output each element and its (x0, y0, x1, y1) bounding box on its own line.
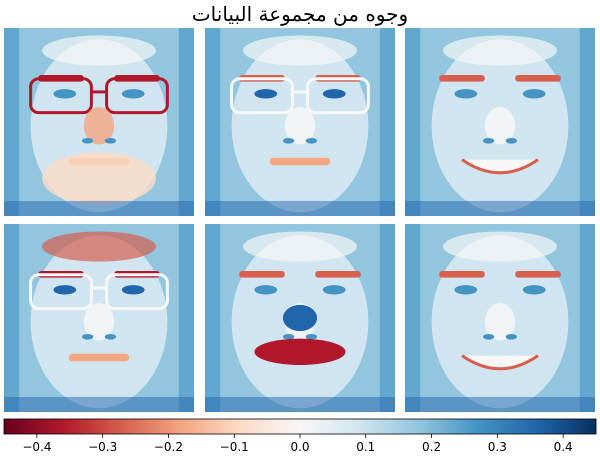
face-panel-6 (405, 224, 595, 412)
face-panel-5 (205, 224, 395, 412)
colorbar-gradient (3, 418, 597, 435)
colorbar-ticks: −0.4 −0.3 −0.2 −0.1 0.0 0.1 0.2 0.3 0.4 (22, 434, 573, 454)
colorbar-tick-label: 0.4 (554, 440, 573, 454)
colorbar-tick-label: 0.0 (290, 440, 309, 454)
colorbar-tick-label: 0.1 (356, 440, 375, 454)
colorbar-tick-label: 0.2 (422, 440, 441, 454)
colorbar-tick-label: −0.4 (22, 440, 51, 454)
colorbar-tick-label: −0.1 (220, 440, 249, 454)
colorbar-tick-label: −0.2 (154, 440, 183, 454)
face-panel-3 (405, 28, 595, 216)
colorbar: −0.4 −0.3 −0.2 −0.1 0.0 0.1 0.2 0.3 0.4 (3, 418, 597, 454)
face-panel-2 (205, 28, 395, 216)
face-panels (4, 28, 595, 412)
colorbar-tick-label: 0.3 (488, 440, 507, 454)
colorbar-tick-label: −0.3 (88, 440, 117, 454)
chart-title: وجوه من مجموعة البيانات (191, 2, 409, 26)
face-panel-1 (4, 28, 194, 216)
face-panel-4 (4, 224, 194, 412)
